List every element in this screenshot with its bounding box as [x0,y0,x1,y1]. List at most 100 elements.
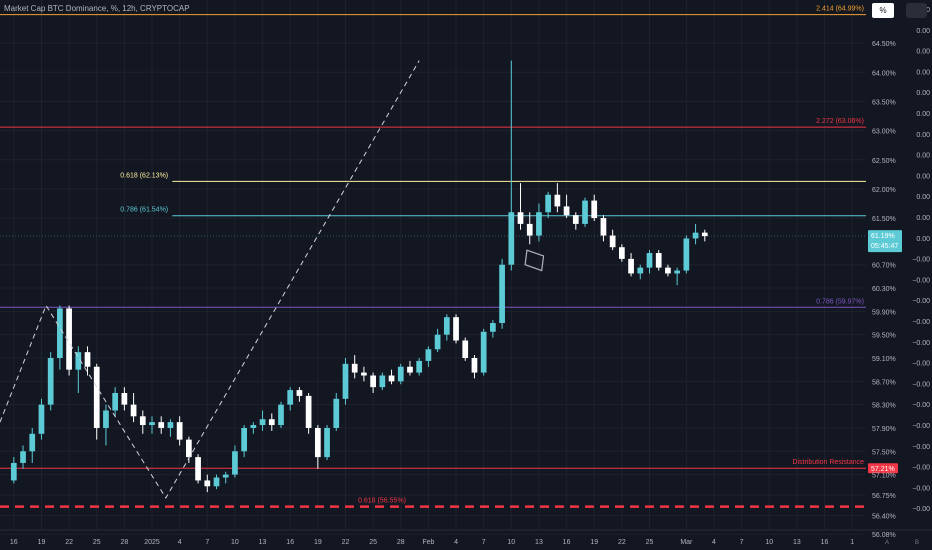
candle-body [47,358,54,405]
candle-body [471,358,478,373]
candle-body [637,267,644,274]
secondary-scale-label: −0.00 [912,444,930,451]
percent-scale-button[interactable]: % [872,3,894,18]
secondary-scale-label: 0.00 [916,173,930,180]
price-tick-label: 57.10% [872,473,896,480]
candle-body [490,323,496,332]
secondary-scale-label: 0.00 [916,153,930,160]
candle-body [29,433,36,452]
price-tick-label: 62.00% [872,187,896,194]
candle-body [57,308,63,358]
candle-body [600,218,607,236]
secondary-scale-label: 0.00 [916,69,930,76]
time-tick-label: 4 [712,539,716,546]
candle-body [213,477,220,487]
candle-body [314,427,321,458]
secondary-scale-label: −0.00 [912,340,930,347]
candle-body [278,404,284,426]
price-axis[interactable]: 57.21% 64.50% 64.00% 63.50% 63.00% 62.50% 62.0… [868,7,930,539]
candle-body [324,427,330,458]
candle-body [499,264,505,324]
candle-body [361,372,367,376]
candle-body [20,451,26,463]
candle-body [241,427,247,452]
time-tick-label: 19 [590,539,598,546]
candle-body [517,212,524,224]
candles[interactable] [10,60,708,493]
time-tick-label: 7 [482,539,486,546]
grid-lines [0,0,866,535]
candle-body [655,253,662,268]
candle-body [305,395,312,428]
bar-countdown: 05:45:47 [871,243,898,250]
secondary-scale-label: 0.00 [916,132,930,139]
candle-body [582,200,588,224]
time-tick-label: 13 [793,539,801,546]
time-tick-label: 25 [369,539,377,546]
secondary-scale-label: 0.00 [916,90,930,97]
candle-body [259,419,266,426]
fib-levels: 2.414 (64.99%) 2.272 (63.06%) 0.618 (62.13… [0,6,866,508]
axis-mode-icon: A [885,540,889,546]
axis-mode-icon: B [915,540,919,546]
time-tick-label: 16 [563,539,571,546]
secondary-scale-label: 0.00 [916,111,930,118]
candle-body [38,404,45,434]
scale-settings-button[interactable] [906,3,927,18]
price-tick-label: 60.30% [872,286,896,293]
candle-body [462,340,469,358]
drawings [0,60,545,499]
last-price-value: 61.19% [871,233,895,240]
price-tick-label: 61.50% [872,216,896,223]
time-tick-label: 7 [205,539,209,546]
candle-body [167,422,174,428]
candle-body [130,404,137,417]
candle-body [149,422,155,426]
time-tick-label: Mar [680,539,693,546]
candle-body [508,212,515,265]
time-tick-label: 7 [740,539,744,546]
candle-body [563,206,570,216]
candle-body [287,390,294,405]
time-tick-label: 28 [120,539,128,546]
candle-body [204,480,211,487]
secondary-scale-label: −0.00 [912,485,930,492]
secondary-scale-label: −0.00 [912,277,930,284]
candle-body [195,457,201,481]
candle-body [453,317,459,341]
time-tick-label: Feb [422,539,434,546]
secondary-scale-label: −0.00 [912,465,930,472]
candle-body [407,366,413,373]
time-axis[interactable]: 16 19 22 25 28 2025 4 7 10 13 16 19 22 25 28 Feb 4 7 10 13 1… [0,529,932,546]
candle-body [683,238,690,271]
time-tick-label: 19 [38,539,46,546]
time-tick-label: 16 [821,539,829,546]
candle-body [176,422,183,440]
secondary-scale-label: −0.00 [912,361,930,368]
pattern-box [524,249,545,272]
secondary-scale-label: 0.00 [916,215,930,222]
candle-body [379,375,386,388]
price-tick-label: 60.70% [872,263,896,270]
time-tick-label: 10 [231,539,239,546]
time-tick-label: 25 [646,539,654,546]
candle-body [333,398,340,428]
candle-body [536,212,542,236]
price-tick-label: 58.70% [872,379,896,386]
candle-body [186,439,192,458]
candle-body [351,363,358,373]
secondary-scale-label: −0.00 [912,506,930,513]
candle-body [232,451,238,475]
level-price-badge: 57.21% [871,466,895,473]
candle-body [397,366,404,382]
fib-level-label: Distribution Resistance [792,459,864,466]
candle-body [526,223,533,236]
candle-body [296,390,303,396]
price-tick-label: 57.50% [872,449,896,456]
price-tick-label: 56.40% [872,513,896,520]
price-tick-label: 56.75% [872,493,896,500]
time-tick-label: 1 [850,539,854,546]
secondary-scale-label: −0.00 [912,402,930,409]
last-price-badge-bg [868,230,902,253]
